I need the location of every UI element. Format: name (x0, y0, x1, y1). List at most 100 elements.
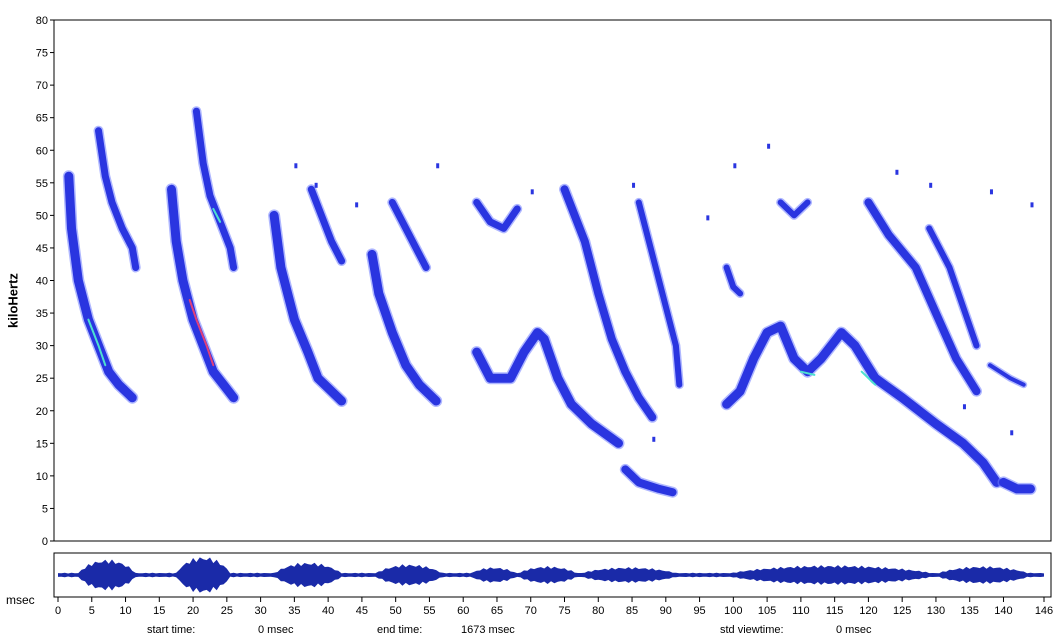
y-tick-label: 25 (36, 373, 48, 385)
x-tick-label: 85 (626, 605, 638, 617)
call-trace (999, 477, 1035, 494)
y-axis: 0 5 10 15 20 25 30 35 40 45 50 55 60 65 70 75 80 (36, 15, 54, 548)
y-tick-label: 45 (36, 243, 48, 255)
x-tick-label: 100 (724, 605, 742, 617)
call-trace (167, 184, 239, 403)
end-time-label: end time: (377, 624, 423, 636)
y-tick-label: 70 (36, 80, 48, 92)
call-trace-core (212, 207, 222, 223)
end-time-value: 1673 msec (461, 624, 515, 636)
call-speck (706, 215, 710, 221)
x-tick-label: 75 (558, 605, 570, 617)
view-time-value: 0 msec (836, 624, 872, 636)
y-tick-label: 15 (36, 438, 48, 450)
y-tick-label: 5 (42, 503, 48, 515)
x-tick-label: 80 (592, 605, 604, 617)
x-tick-label: 146 (1035, 605, 1053, 617)
y-tick-label: 65 (36, 113, 48, 125)
call-trace (635, 199, 683, 388)
y-tick-label: 40 (36, 276, 48, 288)
call-speck (1030, 202, 1034, 208)
y-tick-label: 20 (36, 406, 48, 418)
x-tick-label: 60 (457, 605, 469, 617)
x-tick-label: 10 (119, 605, 131, 617)
call-speck (962, 404, 966, 410)
call-trace (388, 198, 430, 271)
call-trace (621, 465, 677, 497)
call-traces (62, 106, 1037, 498)
call-speck (1010, 430, 1014, 436)
spectrogram-frame (53, 19, 1052, 542)
x-tick-label: 45 (356, 605, 368, 617)
x-tick-label: 50 (390, 605, 402, 617)
call-speck (652, 436, 656, 442)
call-trace (472, 328, 623, 448)
y-tick-label: 75 (36, 48, 48, 60)
call-speck (530, 189, 534, 195)
x-unit-label: msec (6, 593, 35, 607)
x-tick-label: 15 (153, 605, 165, 617)
x-tick-label: 115 (826, 605, 844, 617)
x-tick-label: 25 (221, 605, 233, 617)
call-trace (307, 185, 346, 265)
call-trace (95, 127, 140, 271)
x-tick-label: 0 (55, 605, 61, 617)
call-trace (473, 198, 521, 232)
x-tick-label: 110 (792, 605, 810, 617)
call-trace (269, 210, 347, 406)
x-tick-label: 130 (927, 605, 945, 617)
call-speck (294, 163, 298, 169)
call-trace (367, 249, 441, 406)
x-tick-label: 55 (423, 605, 435, 617)
x-tick-label: 30 (254, 605, 266, 617)
waveform-shape (58, 557, 1044, 593)
x-tick-label: 90 (660, 605, 672, 617)
call-trace (723, 264, 744, 297)
y-tick-label: 0 (42, 536, 48, 548)
call-trace (988, 363, 1026, 387)
start-time-value: 0 msec (258, 624, 294, 636)
call-speck (355, 202, 359, 208)
call-trace (926, 225, 980, 349)
call-trace (722, 321, 1002, 487)
x-axis: 0 5 10 15 20 25 30 35 40 45 50 55 60 65 70 75 80 85 90 95 10… (55, 597, 1053, 617)
y-tick-label: 50 (36, 210, 48, 222)
y-tick-label: 35 (36, 308, 48, 320)
x-tick-label: 140 (994, 605, 1012, 617)
call-trace (560, 185, 657, 422)
y-tick-label: 60 (36, 145, 48, 157)
call-trace (864, 198, 981, 396)
x-tick-label: 40 (322, 605, 334, 617)
call-speck (314, 182, 318, 188)
call-trace (777, 199, 811, 219)
call-trace (192, 107, 238, 271)
y-tick-label: 30 (36, 341, 48, 353)
call-speck (942, 326, 946, 332)
call-speck (436, 163, 440, 169)
call-trace-core (188, 299, 215, 367)
x-tick-label: 95 (693, 605, 705, 617)
x-tick-label: 120 (859, 605, 877, 617)
y-tick-label: 80 (36, 15, 48, 27)
call-trace-core (87, 318, 107, 367)
x-tick-label: 135 (961, 605, 979, 617)
x-tick-label: 5 (89, 605, 95, 617)
x-tick-label: 20 (187, 605, 199, 617)
call-speck (632, 182, 636, 188)
y-axis-label: kiloHertz (5, 273, 21, 328)
call-trace-core (799, 370, 816, 376)
x-tick-label: 35 (288, 605, 300, 617)
view-time-label: std viewtime: (720, 624, 784, 636)
call-speck (989, 189, 993, 195)
x-tick-label: 125 (893, 605, 911, 617)
call-speck (895, 169, 899, 175)
start-time-label: start time: (147, 624, 196, 636)
x-tick-label: 65 (491, 605, 503, 617)
call-speck (929, 182, 933, 188)
y-tick-label: 10 (36, 471, 48, 483)
call-speck (767, 143, 771, 149)
waveform-envelope (58, 557, 1044, 593)
y-tick-label: 55 (36, 178, 48, 190)
